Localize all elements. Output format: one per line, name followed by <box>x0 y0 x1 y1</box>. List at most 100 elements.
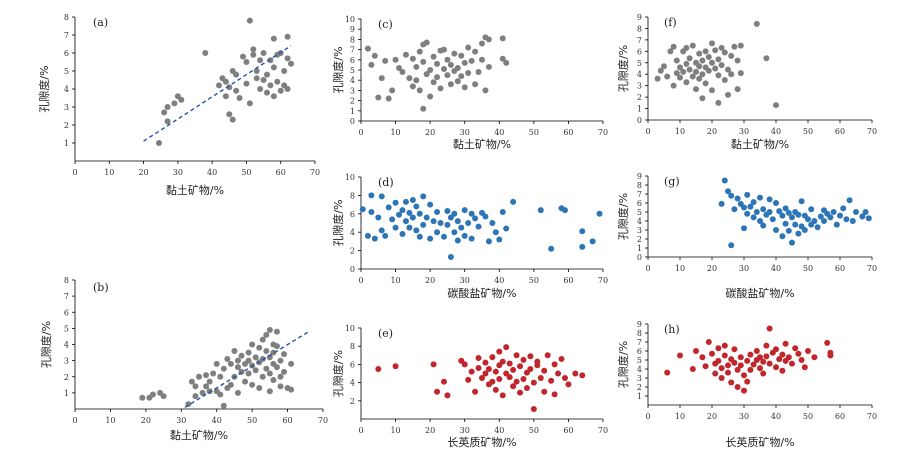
data-point <box>227 381 234 388</box>
x-tick-label: 10 <box>105 416 115 425</box>
x-axis-label: 碳酸盐矿物/% <box>447 286 516 300</box>
panel-label: (e) <box>378 327 393 340</box>
x-tick-label: 30 <box>173 168 183 177</box>
data-point <box>561 207 568 214</box>
data-point <box>750 199 757 206</box>
data-point <box>406 209 413 216</box>
data-point <box>744 378 751 385</box>
x-tick-label: 10 <box>390 426 400 435</box>
data-point <box>808 206 815 213</box>
data-point <box>709 87 715 94</box>
x-tick-label: 50 <box>529 128 539 137</box>
x-axis-label: 黏土矿物/% <box>166 183 224 197</box>
data-point <box>760 358 767 365</box>
data-point <box>670 82 677 89</box>
data-point <box>479 40 485 47</box>
data-point <box>253 75 260 82</box>
data-point <box>392 224 399 231</box>
panel-label: (d) <box>378 176 394 189</box>
data-point <box>677 64 683 71</box>
data-point <box>499 208 506 215</box>
data-point <box>246 17 253 24</box>
y-tick-label: 3 <box>637 82 642 91</box>
data-point <box>680 68 687 75</box>
y-tick-label: 4 <box>637 365 642 374</box>
y-tick-label: 1 <box>637 244 642 253</box>
x-tick-label: 10 <box>675 127 685 136</box>
data-point <box>773 364 779 371</box>
data-point <box>288 360 295 367</box>
data-point <box>757 365 763 372</box>
data-point <box>798 198 805 205</box>
data-point <box>731 346 738 353</box>
data-point <box>385 95 392 102</box>
data-point <box>753 209 760 215</box>
x-tick-label: 20 <box>425 128 435 137</box>
y-tick-label: 10 <box>345 15 355 24</box>
data-point <box>468 235 475 242</box>
data-point <box>468 57 475 64</box>
data-point <box>741 204 747 211</box>
y-tick-label: 7 <box>64 31 69 40</box>
data-point <box>385 204 392 211</box>
data-point <box>266 388 273 395</box>
data-point <box>492 229 499 236</box>
data-point <box>824 339 831 346</box>
data-point <box>461 59 468 66</box>
data-point <box>696 50 703 57</box>
data-point <box>696 63 703 70</box>
x-tick-label: 10 <box>104 168 114 177</box>
data-point <box>527 353 534 360</box>
data-point <box>270 64 277 71</box>
panel-label: (h) <box>664 323 680 336</box>
data-point <box>164 104 171 110</box>
data-point <box>392 199 399 206</box>
data-point <box>475 355 482 362</box>
data-point <box>392 56 399 63</box>
data-point <box>689 366 696 372</box>
data-point <box>811 354 818 361</box>
data-point <box>444 392 451 399</box>
data-point <box>782 340 789 347</box>
data-point <box>747 203 754 210</box>
data-point <box>257 86 264 92</box>
data-point <box>565 381 572 388</box>
data-point <box>789 239 795 246</box>
panel-a: 0 10 20 30 40 50 60 70 1 2 3 4 5 6 7 8 (a) 黏土矿物/% 孔隙度/% <box>37 13 320 197</box>
x-tick-label: 40 <box>494 276 504 285</box>
y-tick-label: 4 <box>350 228 355 237</box>
data-point <box>472 388 479 395</box>
data-point <box>677 74 683 81</box>
data-point <box>409 83 416 90</box>
data-point <box>430 79 437 86</box>
data-point <box>506 360 513 367</box>
data-point <box>259 373 266 380</box>
data-point <box>192 393 199 400</box>
x-tick-label: 10 <box>390 128 400 137</box>
data-point <box>382 57 389 64</box>
data-point <box>741 372 747 379</box>
data-point <box>416 87 423 94</box>
data-point <box>413 203 420 210</box>
data-point <box>779 351 786 358</box>
data-point <box>430 53 437 60</box>
y-axis-label: 孔隙度/% <box>616 193 630 240</box>
data-point <box>725 369 731 376</box>
data-point <box>664 73 671 80</box>
y-tick-label: 7 <box>637 190 642 199</box>
data-point <box>827 352 834 359</box>
data-point <box>499 358 506 365</box>
data-point <box>274 78 281 85</box>
x-tick-label: 60 <box>282 416 292 425</box>
data-point <box>434 229 441 236</box>
data-point <box>378 75 385 82</box>
y-tick-label: 0 <box>637 116 642 125</box>
y-tick-label: 0 <box>637 253 642 262</box>
y-tick-label: 5 <box>637 356 642 365</box>
data-point <box>156 140 162 146</box>
data-point <box>485 238 492 245</box>
data-point <box>210 370 217 377</box>
data-point <box>520 375 527 382</box>
data-point <box>284 55 291 62</box>
x-tick-label: 60 <box>835 127 845 136</box>
